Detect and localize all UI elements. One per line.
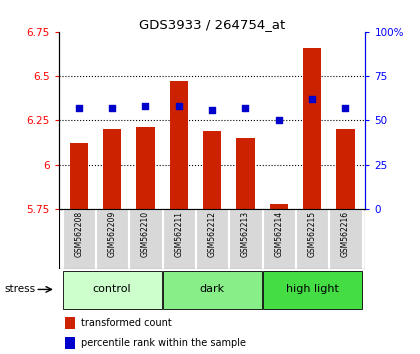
Bar bbox=[270, 204, 288, 209]
Point bbox=[109, 105, 116, 111]
Bar bbox=[170, 81, 188, 209]
Text: percentile rank within the sample: percentile rank within the sample bbox=[81, 338, 246, 348]
Bar bbox=[65, 318, 75, 329]
Text: GSM562212: GSM562212 bbox=[207, 211, 217, 257]
Text: GSM562215: GSM562215 bbox=[307, 211, 317, 257]
Title: GDS3933 / 264754_at: GDS3933 / 264754_at bbox=[139, 18, 285, 31]
Point bbox=[142, 103, 149, 109]
Text: high light: high light bbox=[286, 284, 339, 295]
Bar bbox=[70, 143, 88, 209]
Bar bbox=[296, 209, 328, 269]
Point bbox=[242, 105, 249, 111]
Text: dark: dark bbox=[200, 284, 225, 295]
Text: GSM562214: GSM562214 bbox=[274, 211, 283, 257]
Point bbox=[176, 103, 182, 109]
Text: GSM562216: GSM562216 bbox=[341, 211, 350, 257]
Bar bbox=[303, 48, 321, 209]
Bar bbox=[203, 131, 221, 209]
Bar bbox=[136, 127, 155, 209]
Bar bbox=[63, 209, 95, 269]
Text: transformed count: transformed count bbox=[81, 318, 172, 329]
Bar bbox=[229, 209, 262, 269]
Text: GSM562211: GSM562211 bbox=[174, 211, 183, 257]
Bar bbox=[236, 138, 255, 209]
Bar bbox=[129, 209, 162, 269]
Bar bbox=[262, 271, 362, 309]
Point bbox=[342, 105, 349, 111]
Point bbox=[76, 105, 82, 111]
Point bbox=[209, 107, 215, 113]
Text: GSM562210: GSM562210 bbox=[141, 211, 150, 257]
Point bbox=[276, 118, 282, 123]
Bar bbox=[329, 209, 362, 269]
Bar bbox=[103, 129, 121, 209]
Text: GSM562208: GSM562208 bbox=[74, 211, 83, 257]
Bar bbox=[163, 271, 262, 309]
Text: control: control bbox=[93, 284, 131, 295]
Bar bbox=[63, 271, 162, 309]
Text: GSM562209: GSM562209 bbox=[108, 211, 117, 257]
Bar bbox=[163, 209, 195, 269]
Point bbox=[309, 96, 315, 102]
Text: GSM562213: GSM562213 bbox=[241, 211, 250, 257]
Bar bbox=[96, 209, 128, 269]
Text: stress: stress bbox=[5, 284, 36, 295]
Bar bbox=[336, 129, 354, 209]
Bar bbox=[196, 209, 228, 269]
Bar bbox=[65, 337, 75, 349]
Bar bbox=[262, 209, 295, 269]
